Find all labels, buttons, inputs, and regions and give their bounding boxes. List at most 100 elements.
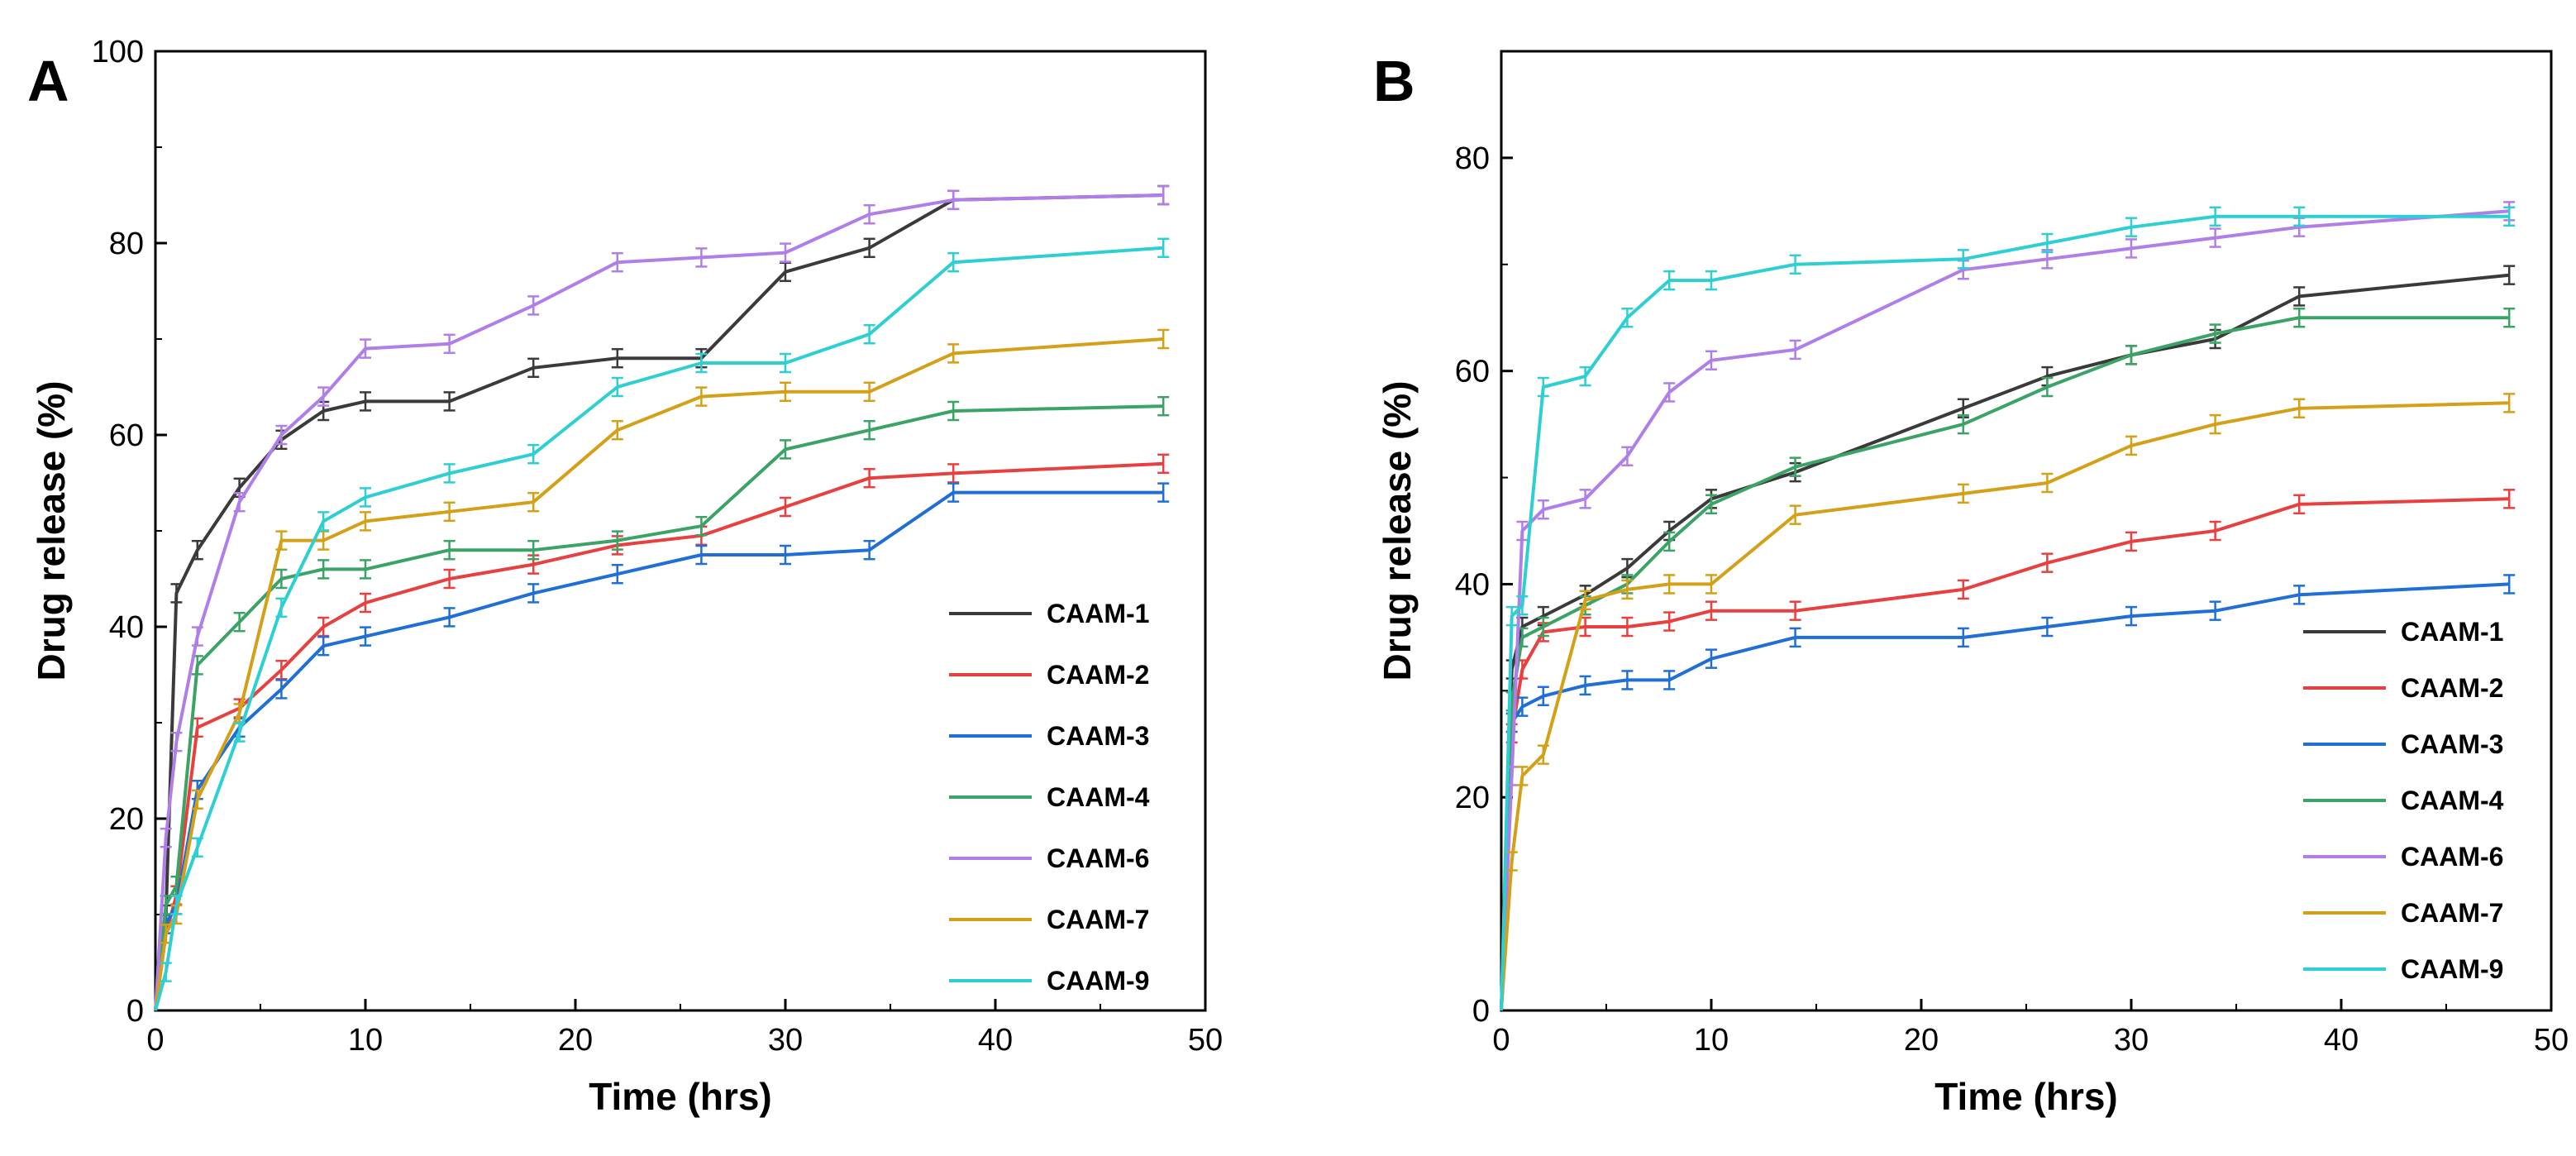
data-point — [2041, 232, 2054, 254]
series-caam-3 — [1500, 574, 2516, 1011]
x-axis-title: Time (hrs) — [589, 1075, 772, 1118]
y-axis-title: Drug release (%) — [1376, 380, 1419, 681]
data-point — [1705, 270, 1717, 291]
data-point — [1957, 413, 1969, 435]
data-point — [947, 343, 960, 364]
y-tick-label: 0 — [1472, 994, 1490, 1029]
data-point — [1516, 766, 1529, 786]
y-tick-label: 60 — [109, 418, 144, 453]
data-point — [275, 424, 288, 446]
data-point — [1789, 456, 1801, 477]
data-point — [947, 400, 960, 422]
x-tick-label: 30 — [768, 1023, 803, 1058]
series-line — [1500, 401, 2510, 1011]
data-point — [1505, 851, 1518, 872]
data-point — [275, 568, 288, 590]
y-tick-label: 40 — [1455, 567, 1490, 602]
x-tick-label: 20 — [558, 1023, 593, 1058]
data-point — [695, 515, 708, 537]
data-point — [2209, 520, 2221, 542]
data-point — [863, 323, 875, 345]
data-point — [1705, 600, 1717, 621]
data-point — [1789, 627, 1801, 648]
series-caam-3 — [154, 482, 1170, 1011]
series-caam-9 — [154, 237, 1170, 1011]
data-point — [1663, 574, 1676, 595]
legend-label: CAAM-9 — [1047, 966, 1149, 996]
data-point — [1663, 611, 1676, 632]
data-point — [443, 501, 456, 523]
data-point — [170, 583, 183, 604]
data-point — [170, 731, 183, 752]
series-line — [154, 246, 1164, 1011]
data-point — [170, 895, 183, 915]
data-point — [527, 539, 540, 561]
legend-label: CAAM-7 — [2401, 898, 2503, 928]
data-point — [1957, 627, 1969, 648]
data-point — [317, 386, 330, 407]
data-point — [1537, 616, 1549, 638]
series-caam-2 — [154, 453, 1170, 1011]
data-point — [527, 583, 540, 604]
data-point — [611, 347, 623, 369]
data-point — [1663, 382, 1676, 403]
x-axis-title: Time (hrs) — [1934, 1075, 2118, 1118]
data-point — [780, 352, 791, 374]
data-point — [527, 295, 540, 316]
data-point — [1957, 249, 1969, 270]
data-point — [1663, 270, 1676, 291]
series-caam-6 — [1500, 201, 2516, 1011]
data-point — [443, 607, 456, 628]
data-point — [1957, 483, 1969, 504]
x-tick-label: 10 — [348, 1023, 383, 1058]
data-point — [1621, 579, 1634, 600]
data-point — [1579, 489, 1591, 509]
data-point — [863, 237, 875, 259]
series-caam-1 — [154, 184, 1170, 1011]
data-point — [1663, 531, 1676, 552]
series-caam-9 — [1500, 206, 2516, 1011]
data-point — [780, 242, 791, 263]
panel-label: B — [1373, 49, 1415, 113]
data-point — [275, 530, 288, 551]
data-point — [2293, 494, 2306, 515]
data-point — [1621, 670, 1634, 690]
legend: CAAM-1 CAAM-2 CAAM-3 CAAM-4 CAAM-6 CAAM-7 CAAM… — [949, 599, 1150, 996]
series-line — [154, 337, 1164, 1011]
data-point — [611, 251, 623, 273]
data-point — [1705, 574, 1717, 595]
data-point — [233, 491, 246, 513]
data-point — [191, 789, 203, 810]
legend-label: CAAM-6 — [2401, 842, 2503, 872]
series-line — [1500, 214, 2510, 1011]
data-point — [2209, 206, 2221, 227]
data-point — [1157, 184, 1170, 206]
data-point — [1537, 685, 1549, 707]
series-caam-4 — [1500, 307, 2516, 1011]
data-point — [191, 626, 203, 647]
data-point — [1789, 600, 1801, 621]
data-point — [360, 592, 371, 614]
series-line — [1500, 582, 2510, 1011]
series-caam-6 — [154, 184, 1170, 1011]
data-point — [2293, 206, 2306, 227]
legend: CAAM-1 CAAM-2 CAAM-3 CAAM-4 CAAM-6 CAAM-7 CAAM… — [2303, 617, 2504, 984]
data-point — [2041, 552, 2054, 573]
data-point — [2125, 531, 2137, 552]
data-point — [360, 511, 371, 532]
data-point — [695, 247, 708, 268]
data-point — [1516, 520, 1529, 542]
data-point — [1537, 499, 1549, 520]
data-point — [1705, 648, 1717, 669]
y-tick-label: 100 — [92, 35, 144, 69]
data-point — [611, 376, 623, 398]
legend-label: CAAM-4 — [1047, 782, 1150, 812]
data-point — [275, 679, 288, 700]
data-point — [443, 391, 456, 412]
data-point — [2041, 376, 2054, 398]
data-point — [1537, 744, 1549, 765]
y-tick-label: 20 — [1455, 781, 1490, 815]
y-tick-label: 60 — [1455, 355, 1490, 389]
data-point — [2293, 286, 2306, 307]
legend-label: CAAM-6 — [1047, 843, 1149, 873]
